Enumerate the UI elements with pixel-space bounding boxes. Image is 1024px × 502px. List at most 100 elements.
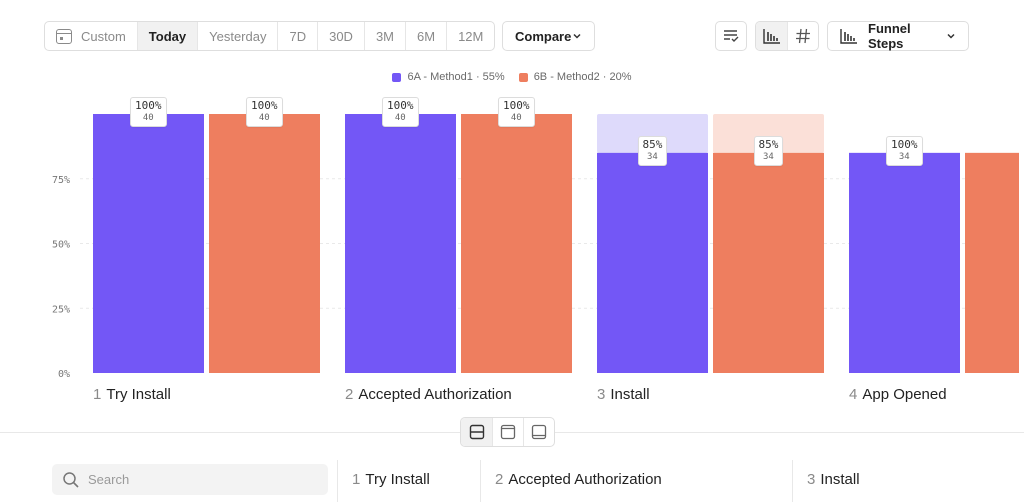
- funnel-bar: [209, 114, 320, 373]
- step-number: 3: [597, 386, 606, 403]
- date-range-label: 6M: [417, 28, 436, 44]
- legend-swatch: [392, 72, 402, 82]
- column-number: 1: [352, 471, 361, 488]
- column-divider: [337, 460, 338, 502]
- date-range-yesterday[interactable]: Yesterday: [197, 22, 277, 50]
- funnel-chart-icon: [840, 29, 857, 44]
- step-name: Accepted Authorization: [358, 386, 512, 403]
- bar-percent: 100%: [387, 99, 414, 112]
- bar-count: 34: [647, 151, 658, 162]
- bar-value-label: 85% 34: [637, 135, 668, 166]
- chevron-down-icon: [573, 33, 581, 39]
- funnel-chart: 0% 25% 50% 75% 100% 40 100% 40 1 Try Install 100%…: [52, 97, 1019, 403]
- sort-button[interactable]: [715, 21, 747, 51]
- compare-label: Compare: [515, 28, 572, 44]
- layout-bottom-button[interactable]: [523, 418, 554, 446]
- chevron-down-icon: [947, 33, 955, 39]
- y-tick-label: 25%: [52, 304, 70, 315]
- bar-count: 40: [394, 113, 406, 123]
- date-range-6m[interactable]: 6M: [405, 22, 446, 50]
- bar-count: 40: [510, 113, 522, 123]
- column-header-try-install[interactable]: 1 Try Install: [352, 471, 430, 488]
- funnel-steps-button[interactable]: Funnel Steps: [827, 21, 969, 51]
- step-name: Install: [610, 386, 650, 403]
- legend-label: 6A - Method1 · 55%: [407, 71, 505, 83]
- search-input[interactable]: [88, 472, 308, 487]
- legend-swatch: [518, 72, 528, 82]
- funnel-bar: [461, 114, 572, 373]
- bar-view-button[interactable]: [756, 22, 787, 50]
- bar-percent: 100%: [891, 137, 918, 151]
- bar-percent: 100%: [135, 99, 162, 112]
- bar-value-label: 100% 34: [886, 135, 923, 166]
- step-number: 1: [93, 386, 102, 403]
- step-number: 4: [849, 386, 858, 403]
- funnel-chart-svg: 0% 25% 50% 75%: [52, 114, 1019, 380]
- date-range-label: 7D: [289, 28, 307, 44]
- funnel-bar: [345, 114, 456, 373]
- column-header-install[interactable]: 3 Install: [807, 471, 860, 488]
- step-label[interactable]: 1 Try Install: [93, 386, 171, 403]
- toolbar: Custom Today Yesterday 7D 30D 3M 6M 12M …: [44, 21, 970, 51]
- bar-value-label: 100% 40: [382, 97, 419, 127]
- step-number: 2: [345, 386, 354, 403]
- date-range-12m[interactable]: 12M: [446, 22, 494, 50]
- bar-count: 40: [142, 113, 154, 123]
- step-label[interactable]: 2 Accepted Authorization: [345, 386, 512, 403]
- top-panel-icon: [500, 424, 516, 440]
- search-icon: [63, 471, 79, 488]
- y-tick-label: 50%: [52, 240, 70, 251]
- column-number: 3: [807, 471, 816, 488]
- compare-button[interactable]: Compare: [502, 21, 595, 51]
- bottom-panel-icon: [531, 424, 547, 440]
- search-box: [52, 464, 328, 495]
- date-range-label: 30D: [329, 28, 353, 44]
- bar-count: 34: [763, 151, 774, 162]
- column-divider: [480, 460, 481, 502]
- bar-value-label: 85% 34: [753, 135, 784, 166]
- bar-value-label: 100% 40: [246, 97, 283, 127]
- calendar-icon: [56, 28, 72, 44]
- column-label: Install: [820, 471, 860, 488]
- funnel-steps-label: Funnel Steps: [868, 21, 911, 51]
- date-range-selector: Custom Today Yesterday 7D 30D 3M 6M 12M: [44, 21, 496, 51]
- number-view-button[interactable]: [787, 22, 818, 50]
- bar-percent: 100%: [251, 99, 278, 112]
- bar-percent: 85%: [642, 137, 663, 151]
- date-range-label: Custom: [81, 28, 126, 44]
- date-range-label: 3M: [375, 28, 395, 44]
- chart-view-toggle: [755, 21, 819, 51]
- funnel-bar: [713, 152, 824, 373]
- step-name: Try Install: [106, 386, 171, 403]
- column-header-accepted-authorization[interactable]: 2 Accepted Authorization: [495, 471, 662, 488]
- legend-item-series-a[interactable]: 6A - Method1 · 55%: [392, 71, 505, 83]
- date-range-label: 12M: [458, 28, 484, 44]
- step-label[interactable]: 3 Install: [597, 386, 650, 403]
- bar-value-label: 100% 40: [498, 97, 535, 127]
- date-range-custom[interactable]: Custom: [45, 22, 137, 50]
- funnel-bar: [849, 152, 960, 373]
- funnel-bar: [93, 114, 204, 373]
- date-range-7d[interactable]: 7D: [277, 22, 317, 50]
- legend-item-series-b[interactable]: 6B - Method2 · 20%: [518, 71, 632, 83]
- layout-top-button[interactable]: [492, 418, 523, 446]
- date-range-30d[interactable]: 30D: [317, 22, 364, 50]
- column-divider: [792, 460, 793, 502]
- layout-toggle: [460, 417, 555, 447]
- step-label[interactable]: 4 App Opened: [849, 386, 947, 403]
- step-name: App Opened: [862, 386, 947, 403]
- funnel-bar: [597, 152, 708, 373]
- column-label: Try Install: [365, 471, 430, 488]
- chart-legend: 6A - Method1 · 55% 6B - Method2 · 20%: [0, 71, 1024, 83]
- bar-value-label: 100% 40: [130, 97, 167, 127]
- date-range-label: Yesterday: [209, 28, 267, 44]
- date-range-3m[interactable]: 3M: [363, 22, 405, 50]
- bar-count: 40: [258, 113, 270, 123]
- layout-split-button[interactable]: [461, 418, 492, 446]
- split-view-icon: [469, 424, 484, 440]
- y-tick-label: 0%: [58, 369, 70, 380]
- date-range-today[interactable]: Today: [136, 22, 198, 50]
- column-label: Accepted Authorization: [508, 471, 662, 488]
- hash-icon: [796, 28, 810, 44]
- bar-percent: 100%: [503, 99, 530, 112]
